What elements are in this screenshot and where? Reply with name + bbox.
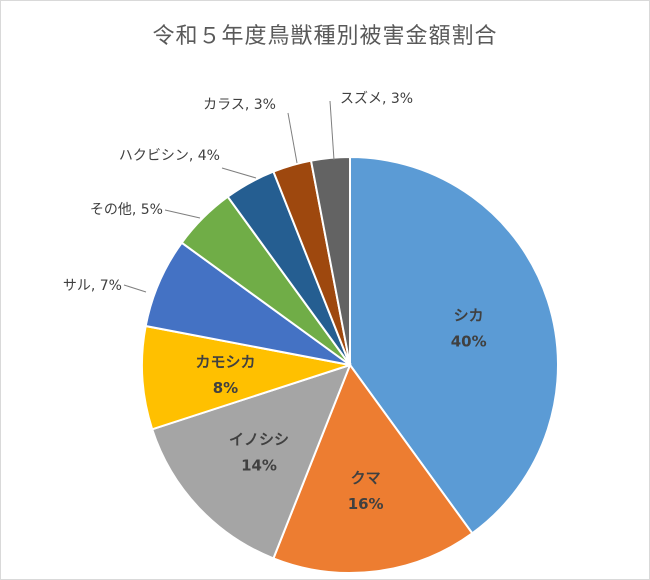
slice-value-label-3: 8% [213,379,238,397]
slice-label-3: カモシカ [195,353,255,371]
pie-slice-8 [309,155,351,366]
slice-value-label-1: 16% [348,495,384,513]
pie-slice-0 [349,155,559,535]
slice-label-8: スズメ, 3% [340,91,413,107]
leader-line-4 [123,284,147,293]
leader-line-7 [287,112,298,164]
slice-label-6: ハクビシン, 4% [119,148,220,164]
leader-line-6 [221,167,257,179]
slice-label-2: イノシシ [229,430,289,448]
pie-slice-3 [141,324,351,431]
chart-title: 令和５年度鳥獣種別被害金額割合 [152,24,498,49]
slice-label-7: カラス, 3% [203,97,276,113]
slice-label-1: クマ [351,469,381,487]
leader-line-8 [329,100,335,161]
slice-value-label-0: 40% [451,332,487,350]
slice-value-label-2: 14% [241,456,277,474]
slice-label-5: その他, 5% [90,202,163,218]
slice-label-0: シカ [454,306,484,324]
slice-label-4: サル, 7% [63,278,122,294]
leader-line-5 [164,209,201,219]
pie-slice-1 [272,362,474,574]
